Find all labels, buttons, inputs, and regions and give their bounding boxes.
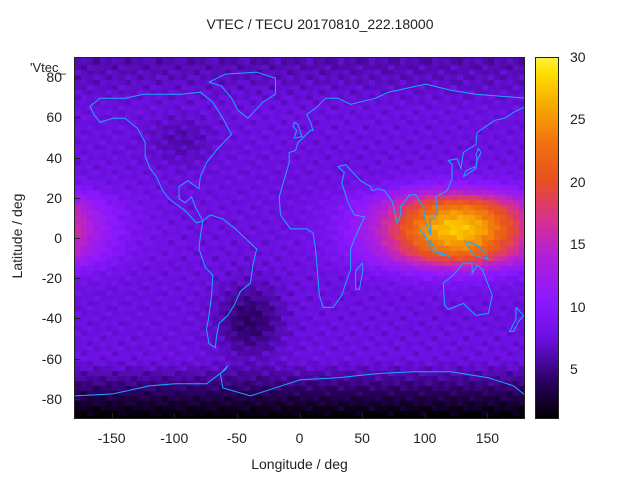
north-america-coast: [89, 91, 233, 224]
y-tick-mark: [74, 398, 80, 400]
colorbar-tick-label: 25: [570, 111, 586, 128]
y-tick-mark: [74, 197, 80, 199]
x-tick-mark: [299, 413, 301, 419]
y-tick-mark: [74, 157, 80, 159]
y-tick-mark: [74, 278, 80, 280]
x-tick-label: 50: [354, 430, 370, 446]
y-tick-label: -80: [41, 390, 62, 407]
colorbar-tick-label: 20: [570, 173, 586, 190]
coastlines: [75, 71, 524, 397]
y-axis-label: Latitude / deg: [9, 193, 25, 279]
y-tick-mark: [74, 238, 80, 239]
y-tick-mark: [74, 318, 80, 320]
y-tick-label: 0: [54, 230, 62, 246]
madagascar-coast: [355, 261, 364, 290]
y-tick-label: -20: [41, 270, 62, 287]
x-tick-label: -150: [97, 430, 126, 446]
x-tick-label: -100: [160, 430, 189, 446]
y-tick-mark: [74, 77, 80, 79]
vtec-map: [74, 57, 525, 419]
australia-coast: [442, 262, 493, 316]
y-tick-label: 60: [46, 109, 62, 126]
colorbar-tick-label: 10: [570, 298, 586, 315]
new-zealand-coast: [508, 307, 524, 332]
antarctica-coast: [75, 365, 524, 397]
africa-europe-asia-coast: [278, 83, 524, 308]
colorbar-tick-label: 5: [570, 361, 578, 378]
y-tick-label: -40: [41, 310, 62, 327]
japan-coast: [462, 147, 482, 178]
x-tick-label: 0: [295, 430, 304, 446]
y-tick-label: 20: [46, 189, 62, 206]
chart-title: VTEC / TECU 20170810_222.18000: [206, 16, 434, 32]
uk-coast: [292, 121, 303, 139]
indonesia-coast: [419, 228, 450, 258]
y-tick-mark: [74, 117, 80, 119]
x-tick-mark: [424, 413, 426, 419]
colorbar-tick-label: 15: [570, 236, 586, 253]
x-tick-mark: [111, 413, 113, 419]
x-tick-mark: [487, 413, 489, 419]
x-axis-label: Longitude / deg: [251, 456, 348, 472]
y-tick-label: -60: [41, 350, 62, 367]
colorbar-tick-label: 30: [570, 49, 586, 65]
x-tick-mark: [236, 413, 238, 419]
x-tick-mark: [174, 413, 176, 419]
y-tick-label: 80: [46, 69, 62, 86]
south-america-coast: [198, 214, 258, 349]
colorbar: [535, 57, 559, 419]
x-tick-mark: [362, 413, 364, 419]
x-tick-label: 100: [413, 430, 437, 446]
vtec-heatmap: [75, 58, 524, 418]
y-tick-label: 40: [46, 149, 62, 166]
new-guinea-coast: [464, 240, 490, 260]
y-tick-mark: [74, 358, 80, 360]
x-tick-label: -50: [226, 430, 247, 446]
greenland-coast: [208, 71, 276, 119]
legend-key: 'Vtec_: [30, 60, 66, 75]
x-tick-label: 150: [475, 430, 500, 446]
